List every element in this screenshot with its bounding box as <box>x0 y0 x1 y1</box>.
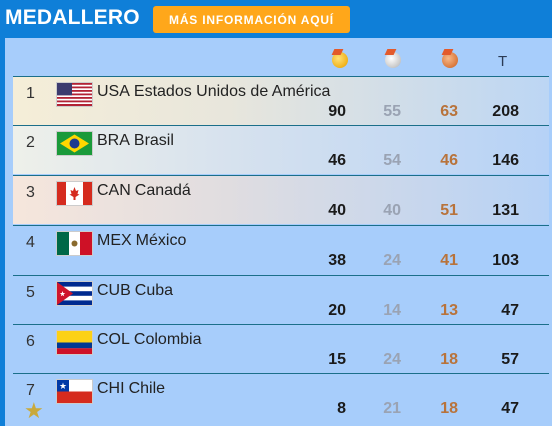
rank: 5 <box>26 284 35 301</box>
rank: 1 <box>26 85 35 102</box>
country-code: MEX <box>97 232 132 249</box>
page-title: MEDALLERO <box>5 6 140 29</box>
bronze-count: 18 <box>440 351 458 368</box>
table-row[interactable]: 7 ★ CHI Chile 8 21 18 47 <box>13 373 549 423</box>
total-count: 131 <box>492 202 519 219</box>
country-name: CAN Canadá <box>97 182 191 200</box>
table-row[interactable]: 4 MEX México 38 24 41 103 <box>13 225 549 274</box>
gold-count: 15 <box>328 351 346 368</box>
country-label: Cuba <box>134 282 174 299</box>
gold-count: 46 <box>328 152 346 169</box>
country-code: CHI <box>97 380 125 397</box>
silver-count: 14 <box>383 302 401 319</box>
gold-medal-icon <box>331 49 348 68</box>
silver-count: 55 <box>383 103 401 120</box>
cuba-flag-icon <box>56 281 93 306</box>
bronze-count: 13 <box>440 302 458 319</box>
country-label: Brasil <box>133 132 174 149</box>
country-label: Chile <box>128 380 166 397</box>
bronze-count: 41 <box>440 252 458 269</box>
gold-count: 8 <box>337 400 346 417</box>
usa-flag-icon <box>56 82 93 107</box>
silver-count: 24 <box>383 252 401 269</box>
gold-count: 38 <box>328 252 346 269</box>
rank: 3 <box>26 184 35 201</box>
country-code: CUB <box>97 282 131 299</box>
country-name: CHI Chile <box>97 380 165 398</box>
total-count: 47 <box>501 302 519 319</box>
country-name: MEX México <box>97 232 186 250</box>
rank: 7 <box>26 382 35 399</box>
bronze-count: 18 <box>440 400 458 417</box>
bronze-count: 51 <box>440 202 458 219</box>
country-label: Estados Unidos de América <box>133 83 331 100</box>
silver-count: 24 <box>383 351 401 368</box>
country-label: México <box>135 232 187 249</box>
total-count: 103 <box>492 252 519 269</box>
total-count: 47 <box>501 400 519 417</box>
star-icon: ★ <box>24 398 44 423</box>
country-label: Colombia <box>133 331 202 348</box>
header: MEDALLERO MÁS INFORMACIÓN AQUÍ <box>0 0 552 38</box>
more-info-button[interactable]: MÁS INFORMACIÓN AQUÍ <box>153 6 350 33</box>
silver-medal-icon <box>384 49 401 68</box>
mexico-flag-icon <box>56 231 93 256</box>
country-name: USA Estados Unidos de América <box>97 83 330 101</box>
country-name: BRA Brasil <box>97 132 174 150</box>
country-name: COL Colombia <box>97 331 202 349</box>
rank: 4 <box>26 234 35 251</box>
country-label: Canadá <box>134 182 191 199</box>
chile-flag-icon <box>56 379 93 404</box>
bronze-count: 63 <box>440 103 458 120</box>
bronze-medal-icon <box>441 49 458 68</box>
canada-flag-icon <box>56 181 93 206</box>
rank: 2 <box>26 134 35 151</box>
table-row[interactable]: 1 USA Estados Unidos de América 90 55 63 … <box>13 76 549 125</box>
gold-count: 90 <box>328 103 346 120</box>
total-header: T <box>498 53 508 70</box>
table-row[interactable]: 6 COL Colombia 15 24 18 57 <box>13 324 549 373</box>
bronze-count: 46 <box>440 152 458 169</box>
brazil-flag-icon <box>56 131 93 156</box>
table-header: T <box>5 38 552 76</box>
colombia-flag-icon <box>56 330 93 355</box>
gold-count: 20 <box>328 302 346 319</box>
table-row[interactable]: 2 BRA Brasil 46 54 46 146 <box>13 125 549 174</box>
rank: 6 <box>26 333 35 350</box>
total-count: 57 <box>501 351 519 368</box>
medal-table: T 1 USA Estados Unidos de América 90 55 6… <box>5 38 552 426</box>
country-code: BRA <box>97 132 130 149</box>
silver-count: 40 <box>383 202 401 219</box>
country-code: COL <box>97 331 130 348</box>
country-code: USA <box>97 83 130 100</box>
gold-count: 40 <box>328 202 346 219</box>
silver-count: 54 <box>383 152 401 169</box>
silver-count: 21 <box>383 400 401 417</box>
table-row[interactable]: 5 CUB Cuba 20 14 13 47 <box>13 275 549 324</box>
total-count: 208 <box>492 103 519 120</box>
country-name: CUB Cuba <box>97 282 173 300</box>
country-code: CAN <box>97 182 131 199</box>
table-row[interactable]: 3 CAN Canadá 40 40 51 131 <box>13 175 549 224</box>
total-count: 146 <box>492 152 519 169</box>
